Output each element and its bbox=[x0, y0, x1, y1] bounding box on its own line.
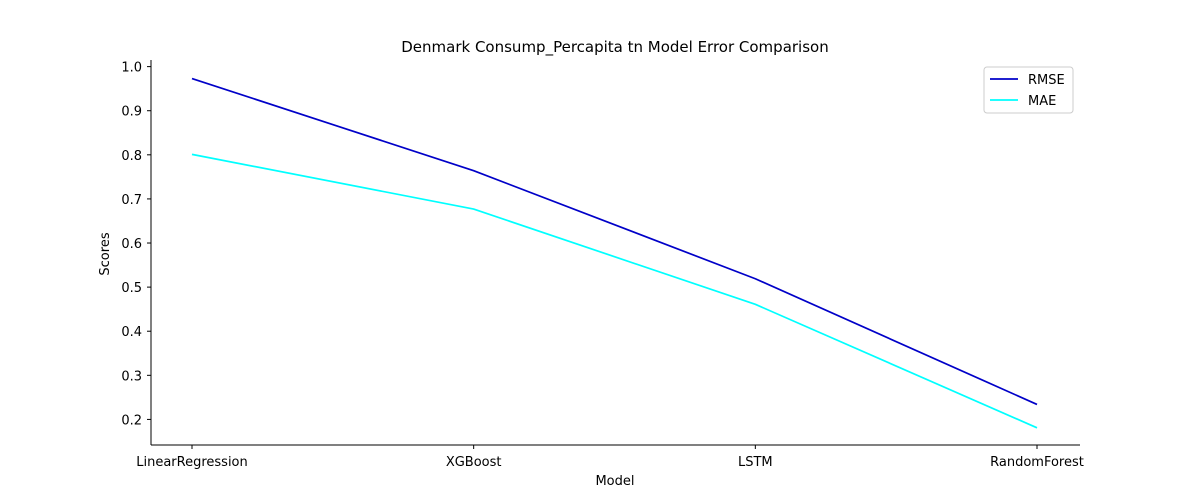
legend: RMSE MAE bbox=[983, 66, 1074, 114]
y-tick-label: 0.7 bbox=[121, 193, 142, 208]
y-tick-label: 0.2 bbox=[121, 413, 142, 428]
y-tick-label: 0.6 bbox=[121, 237, 142, 252]
x-tick-label: LinearRegression bbox=[136, 455, 248, 470]
legend-label-mae: MAE bbox=[1028, 94, 1056, 109]
x-axis-label: Model bbox=[595, 474, 634, 489]
chart-title: Denmark Consump_Percapita tn Model Error… bbox=[401, 38, 828, 57]
x-tick-label: RandomForest bbox=[990, 455, 1084, 470]
y-tick-label: 0.3 bbox=[121, 369, 142, 384]
y-tick-label: 0.4 bbox=[121, 325, 142, 340]
y-ticks: 0.2 0.3 0.4 0.5 0.6 0.7 0.8 0.9 1.0 bbox=[121, 61, 151, 428]
y-tick-label: 0.9 bbox=[121, 105, 142, 120]
legend-label-rmse: RMSE bbox=[1028, 73, 1065, 88]
y-tick-label: 1.0 bbox=[121, 61, 142, 76]
series-line-rmse bbox=[191, 77, 1038, 406]
y-axis-label: Scores bbox=[98, 232, 113, 275]
series-lines bbox=[191, 77, 1038, 429]
y-tick-label: 0.5 bbox=[121, 281, 142, 296]
legend-item-rmse: RMSE bbox=[990, 73, 1065, 88]
x-tick-label: LSTM bbox=[738, 455, 773, 470]
x-ticks: LinearRegression XGBoost LSTM RandomForest bbox=[136, 445, 1084, 470]
y-tick-label: 0.8 bbox=[121, 149, 142, 164]
plot-area bbox=[150, 60, 1080, 446]
series-line-mae bbox=[191, 153, 1038, 429]
legend-item-mae: MAE bbox=[990, 94, 1056, 109]
x-tick-label: XGBoost bbox=[446, 455, 502, 470]
